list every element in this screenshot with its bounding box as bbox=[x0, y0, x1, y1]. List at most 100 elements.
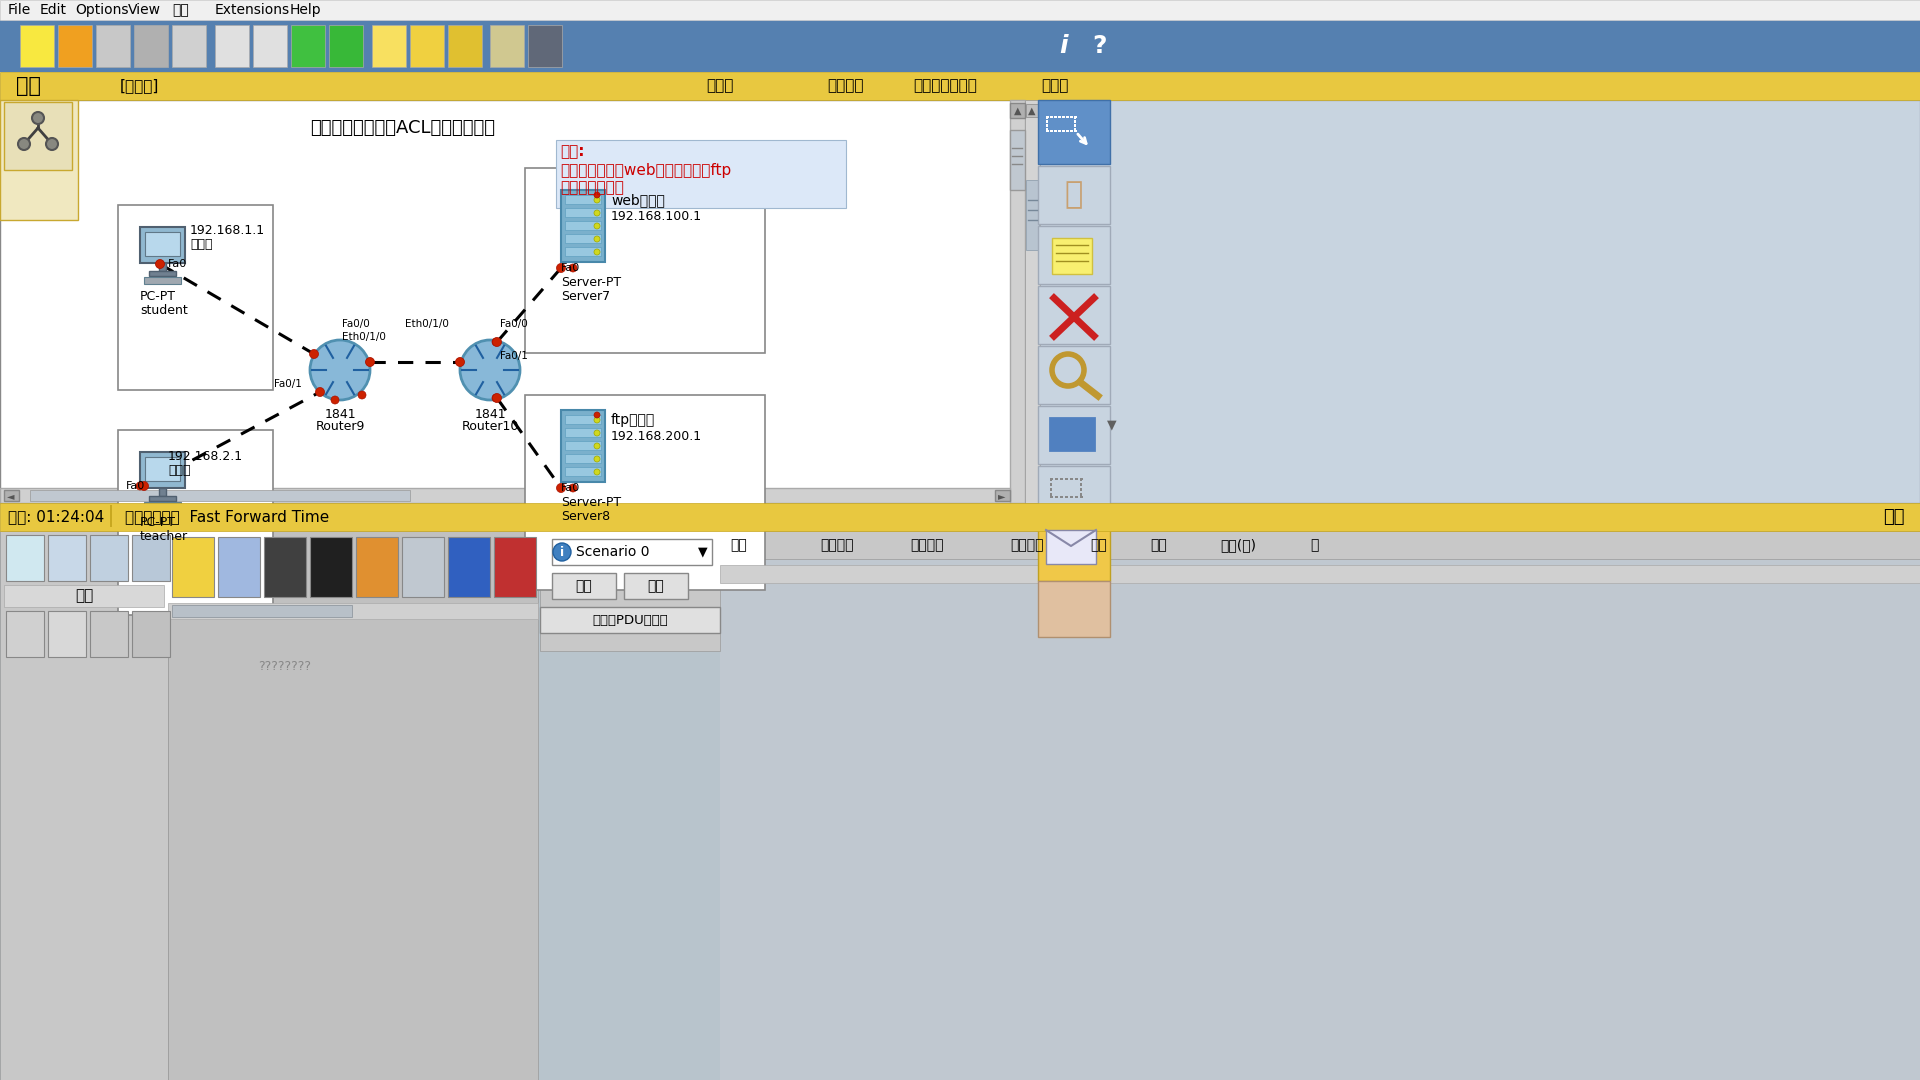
Text: View: View bbox=[129, 3, 161, 17]
Text: 移动对象: 移动对象 bbox=[828, 79, 864, 94]
Text: File: File bbox=[8, 3, 31, 17]
Bar bbox=[528, 25, 563, 67]
Text: student: student bbox=[140, 305, 188, 318]
Circle shape bbox=[568, 264, 578, 272]
Bar bbox=[447, 537, 490, 597]
Bar bbox=[1066, 496, 1068, 498]
Circle shape bbox=[492, 394, 499, 402]
Bar bbox=[1079, 478, 1083, 481]
Bar bbox=[1054, 496, 1058, 498]
Bar bbox=[1039, 581, 1110, 637]
Bar bbox=[169, 603, 538, 619]
Text: 删除: 删除 bbox=[647, 579, 664, 593]
Bar bbox=[401, 537, 444, 597]
Bar bbox=[1058, 116, 1062, 118]
Text: 192.168.200.1: 192.168.200.1 bbox=[611, 430, 703, 443]
Text: 类型: 类型 bbox=[1091, 538, 1106, 552]
Circle shape bbox=[461, 340, 520, 400]
Bar bbox=[4, 585, 163, 607]
Bar bbox=[150, 496, 177, 501]
Bar bbox=[328, 25, 363, 67]
Bar bbox=[493, 537, 536, 597]
Text: Edit: Edit bbox=[40, 3, 67, 17]
Bar bbox=[561, 410, 605, 482]
Bar bbox=[1073, 116, 1077, 118]
Bar bbox=[173, 605, 351, 617]
Bar bbox=[1075, 496, 1077, 498]
Bar bbox=[1079, 488, 1083, 491]
Text: 1841: 1841 bbox=[324, 407, 355, 420]
Text: ►: ► bbox=[998, 491, 1006, 501]
Circle shape bbox=[309, 340, 371, 400]
Circle shape bbox=[593, 430, 599, 436]
Text: 学生机: 学生机 bbox=[190, 239, 213, 252]
Text: 最后状态: 最后状态 bbox=[820, 538, 854, 552]
Bar bbox=[1039, 346, 1110, 404]
Bar bbox=[6, 535, 44, 581]
Bar bbox=[1010, 100, 1025, 503]
Text: 线路: 线路 bbox=[75, 589, 94, 604]
Bar bbox=[1069, 478, 1073, 480]
Bar bbox=[0, 503, 1920, 531]
Bar bbox=[173, 537, 213, 597]
Bar bbox=[1054, 478, 1058, 480]
Bar bbox=[1054, 130, 1058, 132]
Bar bbox=[140, 227, 184, 264]
Text: web服务器: web服务器 bbox=[611, 193, 664, 207]
Circle shape bbox=[593, 249, 599, 255]
Text: 192.168.1.1: 192.168.1.1 bbox=[190, 225, 265, 238]
Text: PC-PT: PC-PT bbox=[140, 291, 177, 303]
Bar bbox=[132, 535, 171, 581]
Circle shape bbox=[315, 388, 324, 396]
Bar bbox=[1062, 130, 1066, 132]
Bar bbox=[720, 565, 1920, 583]
Bar bbox=[553, 573, 616, 599]
Bar bbox=[48, 535, 86, 581]
Text: Fa0/1: Fa0/1 bbox=[499, 351, 528, 361]
Text: PC-PT: PC-PT bbox=[140, 515, 177, 528]
Bar bbox=[1073, 120, 1075, 123]
Circle shape bbox=[593, 443, 599, 449]
Bar bbox=[292, 25, 324, 67]
Bar bbox=[117, 430, 273, 615]
Bar bbox=[4, 490, 19, 501]
Bar bbox=[624, 573, 687, 599]
Text: Router9: Router9 bbox=[315, 420, 365, 433]
Bar bbox=[1010, 103, 1025, 118]
Bar bbox=[540, 607, 720, 633]
Bar bbox=[19, 25, 54, 67]
Circle shape bbox=[568, 484, 578, 492]
Bar bbox=[0, 488, 1010, 503]
Bar bbox=[1075, 478, 1077, 480]
Bar bbox=[1054, 116, 1058, 118]
Text: 来源设备: 来源设备 bbox=[910, 538, 943, 552]
Text: 192.168.2.1: 192.168.2.1 bbox=[169, 449, 244, 462]
Text: Server-PT: Server-PT bbox=[561, 496, 622, 509]
Bar bbox=[1039, 406, 1110, 464]
Circle shape bbox=[156, 260, 163, 268]
Bar bbox=[1060, 496, 1064, 498]
Text: 192.168.100.1: 192.168.100.1 bbox=[611, 210, 703, 222]
Bar bbox=[1039, 166, 1110, 224]
Bar bbox=[564, 415, 601, 424]
Circle shape bbox=[136, 482, 144, 490]
Bar bbox=[0, 0, 1920, 21]
Bar bbox=[1073, 129, 1075, 131]
Bar bbox=[1025, 100, 1920, 503]
Text: 老师机: 老师机 bbox=[169, 463, 190, 476]
Circle shape bbox=[593, 456, 599, 462]
Circle shape bbox=[553, 543, 570, 561]
Bar bbox=[0, 531, 169, 1080]
Circle shape bbox=[493, 337, 501, 347]
Text: 切换到PDU列表口: 切换到PDU列表口 bbox=[591, 613, 668, 626]
Text: i: i bbox=[1060, 33, 1068, 58]
Bar bbox=[6, 611, 44, 657]
Bar bbox=[564, 208, 601, 217]
Bar bbox=[31, 490, 411, 501]
Bar bbox=[1052, 238, 1092, 274]
Text: Eth0/1/0: Eth0/1/0 bbox=[405, 319, 449, 329]
Text: Fa0/1: Fa0/1 bbox=[275, 379, 301, 389]
Bar bbox=[1046, 124, 1048, 127]
Bar bbox=[1069, 130, 1073, 132]
Bar bbox=[564, 428, 601, 437]
